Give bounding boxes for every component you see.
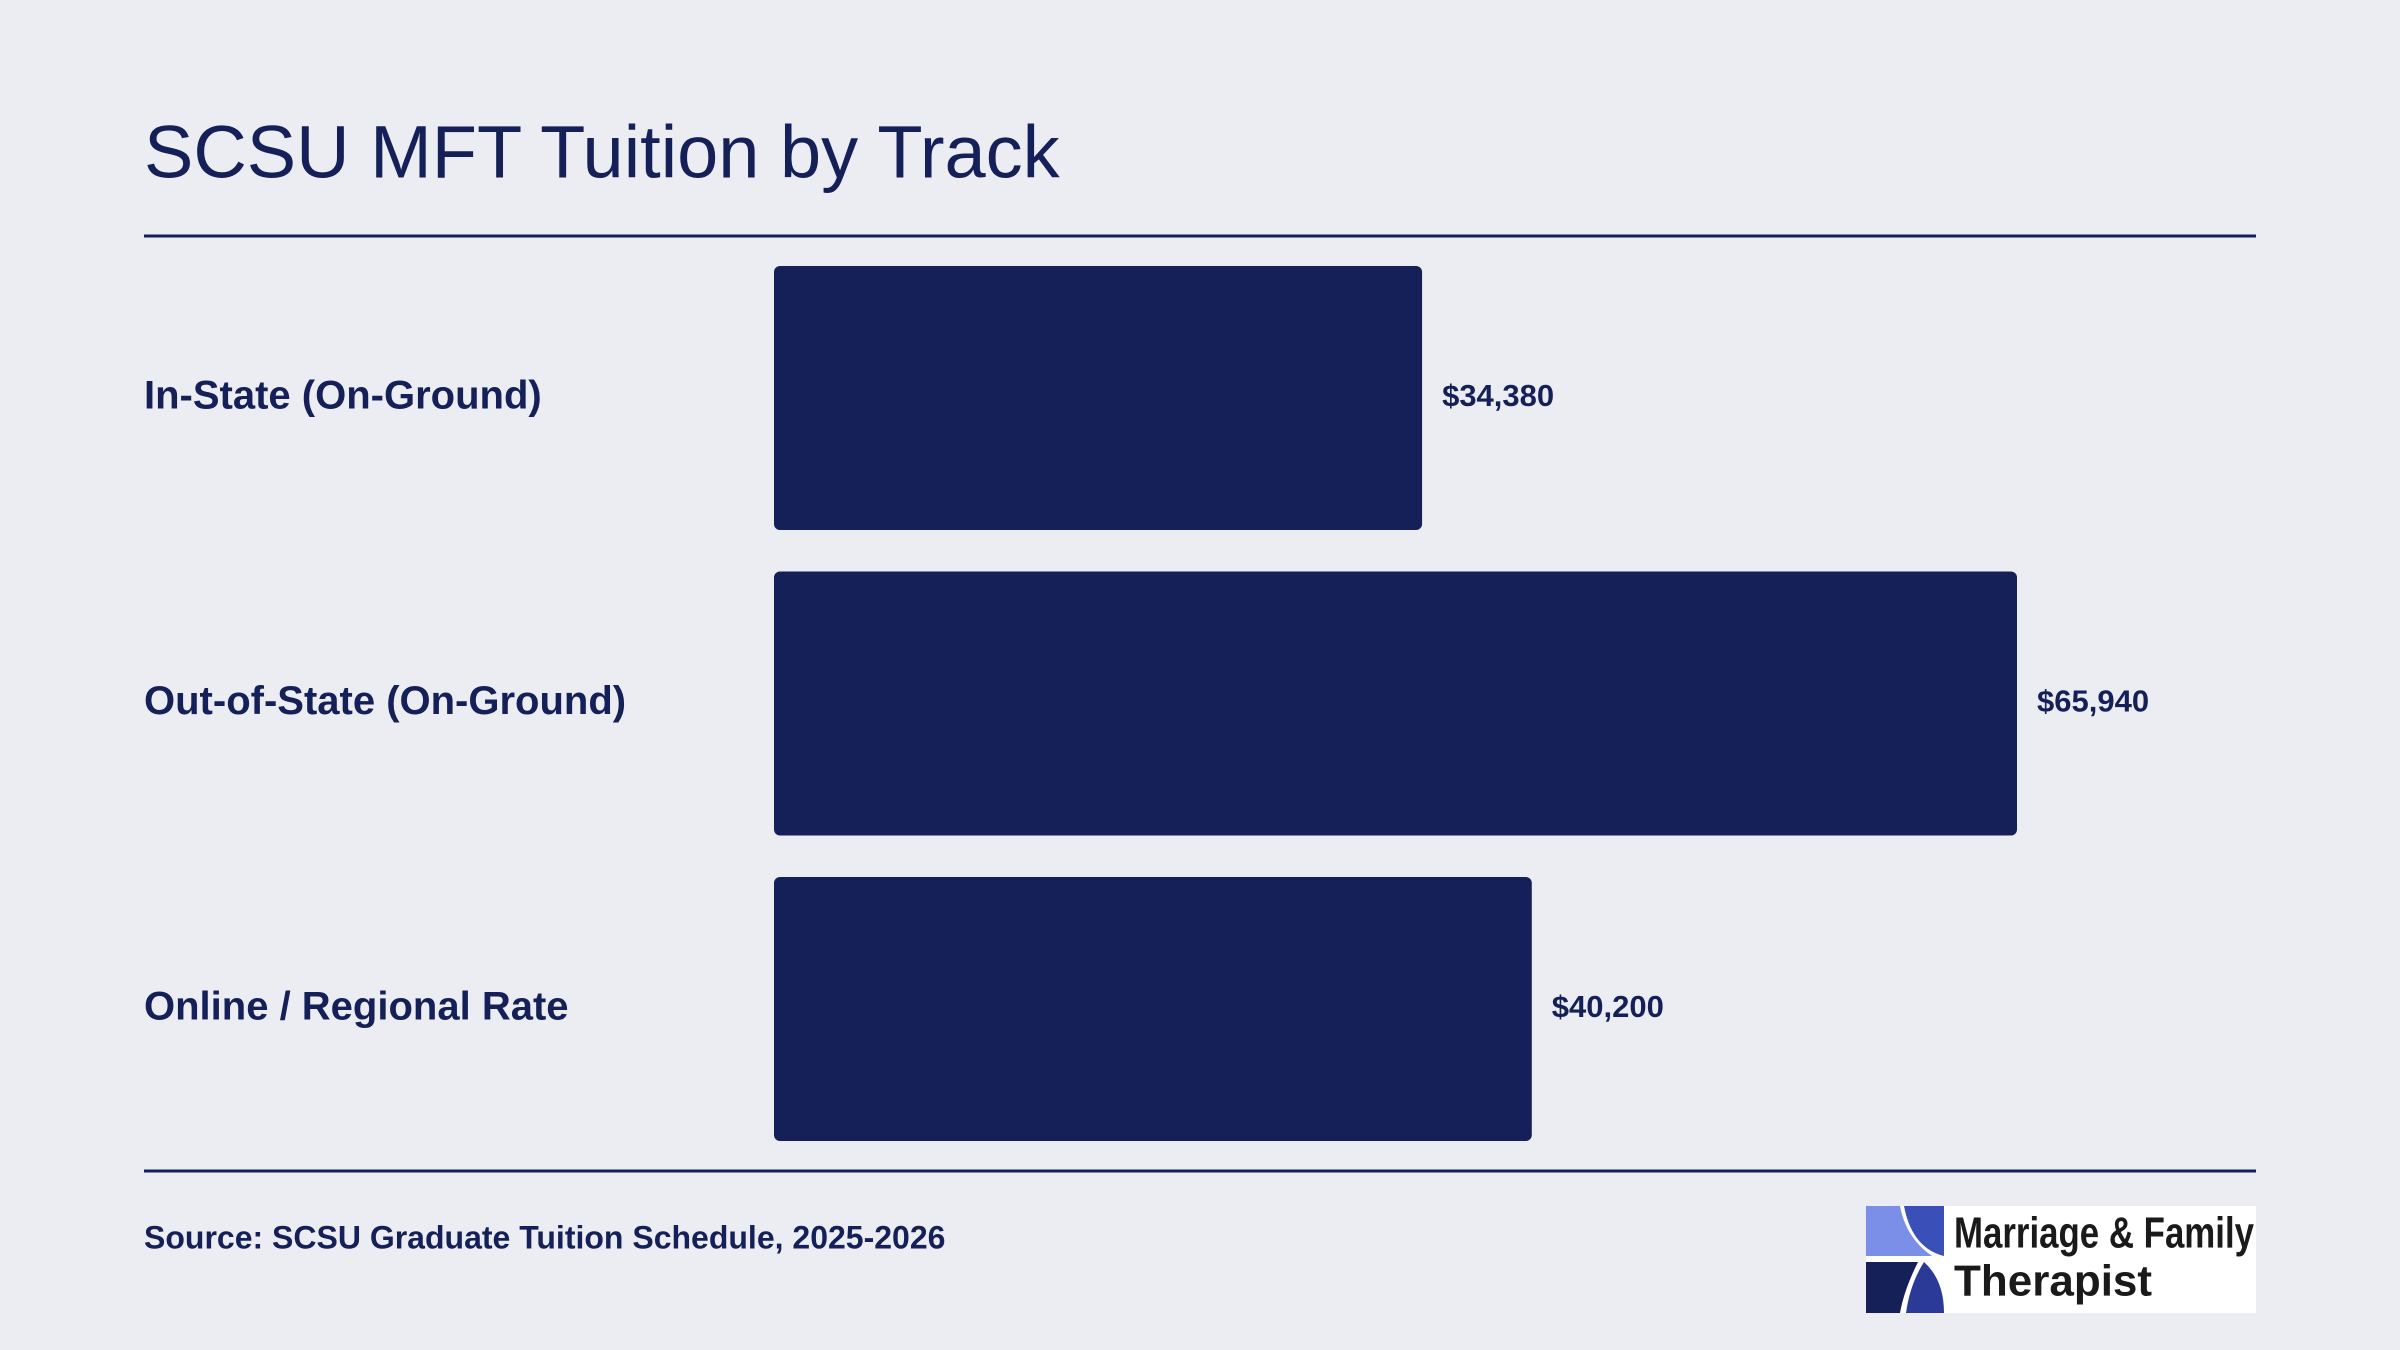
value-label: $65,940 (2037, 684, 2149, 719)
category-label: Online / Regional Rate (144, 985, 569, 1029)
logo: Marriage & Family Therapist (1866, 1206, 2256, 1313)
bar (774, 266, 1423, 530)
logo-leaf (1904, 1206, 1944, 1256)
category-label: Out-of-State (On-Ground) (144, 679, 626, 723)
bar (774, 877, 1532, 1141)
logo-text: Marriage & Family (1954, 1209, 2254, 1258)
logo-leaf (1866, 1206, 1932, 1256)
source-note: Source: SCSU Graduate Tuition Schedule, … (144, 1219, 945, 1255)
logo-text: Therapist (1954, 1257, 2152, 1306)
value-label: $34,380 (1442, 378, 1554, 413)
logo-leaf (1906, 1262, 1944, 1313)
bar (774, 571, 2017, 836)
category-label: In-State (On-Ground) (144, 374, 542, 418)
chart-title: SCSU MFT Tuition by Track (144, 111, 1061, 194)
logo-leaf (1866, 1262, 1918, 1313)
value-label: $40,200 (1552, 989, 1664, 1024)
